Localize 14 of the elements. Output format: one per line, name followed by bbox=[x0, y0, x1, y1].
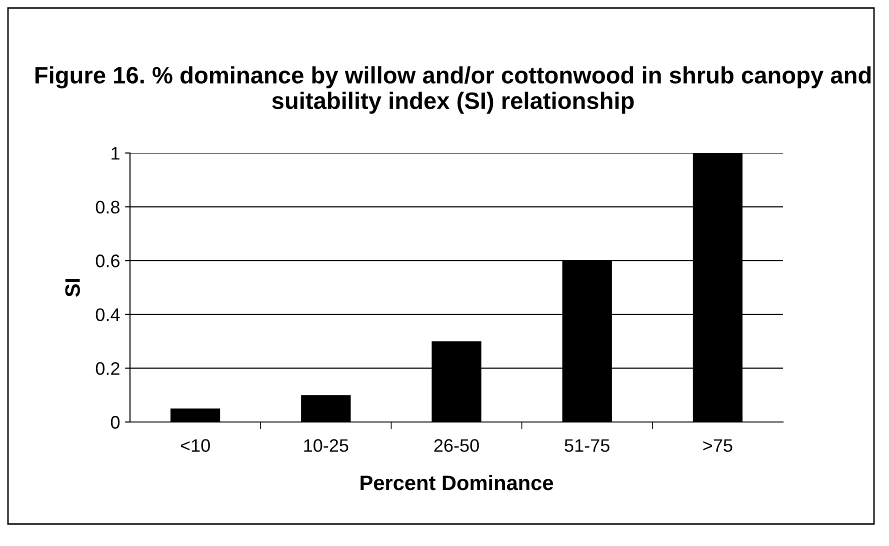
y-tick-label: 1 bbox=[112, 147, 120, 160]
y-tick-label: 0 bbox=[110, 416, 120, 429]
x-tick-label: <10 bbox=[180, 439, 210, 452]
x-axis-title: Percent Dominance bbox=[360, 474, 554, 490]
y-axis-title: SI bbox=[65, 279, 80, 297]
y-tick-label: 0.8 bbox=[96, 200, 120, 214]
x-tick-label: 26-50 bbox=[434, 439, 479, 452]
y-tick-label: 0.6 bbox=[96, 254, 120, 268]
x-tick-label: 10-25 bbox=[304, 439, 348, 452]
chart-title: Figure 16. % dominance by willow and/or cottonwood in shrub canopy and suitability index (SI) relationship bbox=[35, 66, 871, 114]
y-tick-label: 0.4 bbox=[96, 308, 120, 322]
x-tick-label: 51-75 bbox=[564, 439, 610, 452]
y-tick-label: 0.2 bbox=[96, 362, 120, 375]
x-tick-label: >75 bbox=[703, 439, 732, 452]
